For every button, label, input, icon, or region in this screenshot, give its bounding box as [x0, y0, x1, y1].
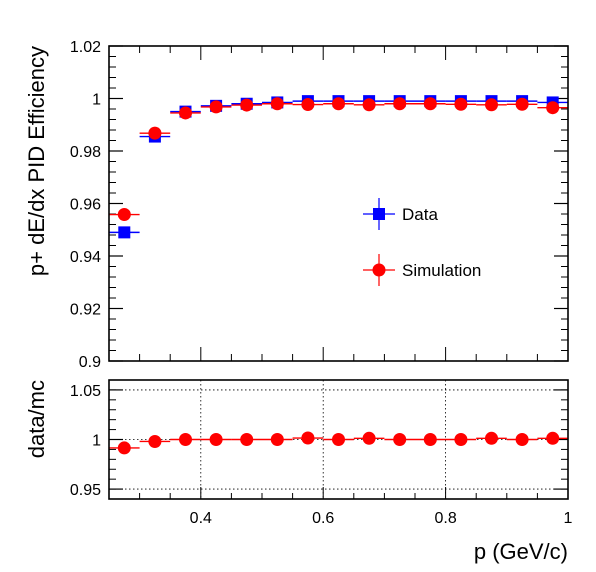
y-tick-label: 0.92 — [70, 302, 101, 319]
x-axis-title: p (GeV/c) — [474, 539, 568, 564]
ratio-x-tick-label: 0.4 — [190, 510, 212, 527]
ratio-points — [117, 431, 560, 455]
simulation-point — [240, 98, 254, 112]
efficiency-plot-frame — [108, 45, 569, 362]
ratio-point — [270, 433, 284, 446]
simulation-point — [179, 106, 192, 120]
simulation-point — [148, 126, 162, 140]
y-tick-label: 0.9 — [79, 354, 101, 371]
ratio-point — [393, 433, 407, 446]
ratio-point — [423, 433, 437, 446]
ratio-panel: 0.95 1 1.05 0.4 0.6 0.8 1 data/mc p (GeV/c) — [24, 379, 573, 564]
efficiency-y-axis: 0.9 0.92 0.94 0.96 0.98 1 1.02 — [70, 39, 569, 371]
ratio-y-tick-label: 1 — [92, 433, 101, 450]
simulation-point — [454, 97, 468, 111]
legend: Data Simulation — [363, 198, 481, 286]
ratio-x-tick-label: 0.6 — [312, 510, 334, 527]
ratio-point — [301, 431, 315, 445]
ratio-point — [240, 433, 254, 446]
ratio-plot-frame — [108, 379, 569, 500]
y-tick-label: 1.02 — [70, 39, 101, 56]
efficiency-y-axis-title: p+ dE/dx PID Efficiency — [24, 46, 49, 276]
y-tick-label: 0.94 — [70, 249, 101, 266]
ratio-y-tick-label: 1.05 — [70, 383, 101, 400]
legend-data-marker — [373, 208, 385, 220]
y-tick-label: 1 — [92, 92, 101, 109]
ratio-point — [148, 434, 162, 448]
simulation-point — [423, 97, 437, 111]
y-tick-label: 0.96 — [70, 197, 101, 214]
ratio-point — [179, 433, 192, 446]
y-tick-label: 0.98 — [70, 144, 101, 161]
efficiency-panel: 0.9 0.92 0.94 0.96 0.98 1 1.02 p+ dE/dx PID Ef… — [24, 39, 569, 371]
simulation-point — [270, 97, 284, 111]
data-point — [118, 226, 131, 239]
legend-data-label: Data — [402, 205, 438, 224]
simulation-point — [362, 98, 376, 112]
simulation-point — [485, 98, 498, 112]
ratio-y-axis-title: data/mc — [24, 380, 49, 458]
ratio-point — [454, 433, 468, 446]
simulation-point — [332, 97, 345, 111]
ratio-x-tick-label: 1 — [564, 510, 573, 527]
ratio-y-tick-label: 0.95 — [70, 482, 101, 499]
legend-simulation-marker — [372, 263, 386, 277]
ratio-point — [362, 431, 376, 445]
ratio-point — [485, 431, 498, 445]
legend-simulation-label: Simulation — [402, 261, 481, 280]
ratio-point — [117, 441, 131, 455]
simulation-point — [515, 97, 529, 111]
simulation-point — [546, 101, 560, 115]
simulation-point — [301, 98, 315, 112]
simulation-point — [209, 100, 223, 114]
simulation-point — [117, 208, 131, 222]
ratio-point — [332, 433, 345, 446]
ratio-point — [546, 431, 560, 445]
simulation-point — [393, 97, 407, 111]
ratio-point — [209, 433, 223, 446]
ratio-x-tick-label: 0.8 — [434, 510, 456, 527]
ratio-point — [515, 433, 529, 446]
efficiency-points — [117, 95, 560, 239]
